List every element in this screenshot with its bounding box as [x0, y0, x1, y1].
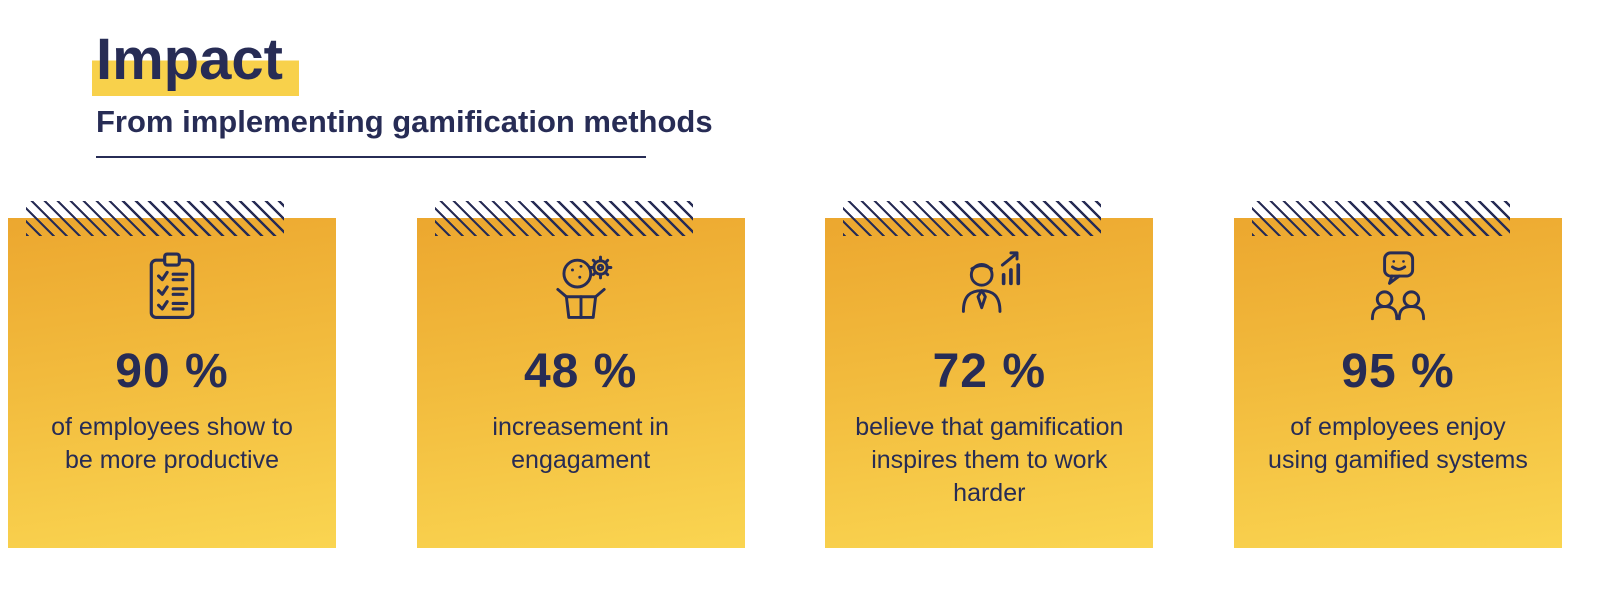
- stat-value: 90 %: [115, 345, 229, 398]
- header: Impact From implementing gamification me…: [92, 29, 713, 158]
- people-smiley-chat-icon: [1234, 248, 1562, 328]
- page-subtitle: From implementing gamification methods: [96, 103, 713, 139]
- stat-cards-row: 90 % of employees show to be more produc…: [8, 201, 1562, 548]
- clipboard-checklist-icon: [8, 248, 336, 328]
- hatch-decoration: [843, 201, 1102, 236]
- stat-description: believe that gamification inspires them …: [855, 413, 1124, 507]
- stat-description: increasement in engagament: [492, 413, 669, 474]
- stat-card-productivity: 90 % of employees show to be more produc…: [8, 201, 336, 548]
- stat-value: 95 %: [1341, 345, 1455, 398]
- hatch-decoration: [1251, 201, 1510, 236]
- stat-value: 72 %: [932, 345, 1047, 398]
- title-underline: [96, 155, 646, 158]
- page-title: Impact: [92, 29, 299, 96]
- person-growth-chart-icon: [825, 248, 1153, 328]
- hatch-decoration: [434, 201, 693, 236]
- stat-description: of employees show to be more productive: [51, 413, 293, 474]
- hatch-decoration: [26, 201, 284, 236]
- stat-card-engagement: 48 % increasement in engagament: [416, 201, 745, 548]
- gift-gear-icon: [417, 248, 745, 328]
- stat-value: 48 %: [523, 345, 638, 398]
- stat-card-enjoyment: 95 % of employees enjoy using gamified s…: [1233, 201, 1562, 548]
- stat-description: of employees enjoy using gamified system…: [1268, 413, 1528, 474]
- stat-card-work-harder: 72 % believe that gamification inspires …: [825, 201, 1154, 548]
